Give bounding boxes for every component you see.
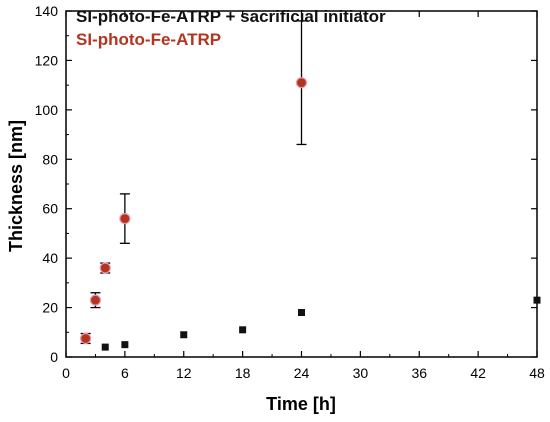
data-points: [80, 77, 541, 351]
legend-entry: SI-photo-Fe-ATRP + sacrificial initiator: [76, 7, 386, 26]
y-tick-label: 80: [42, 151, 58, 167]
x-tick-label: 36: [411, 365, 427, 381]
axis-ticks: 0 6 12 18 24 30 36 42 48 0 20 40 60 80 100 120 140: [35, 3, 545, 381]
y-tick-label: 40: [42, 250, 58, 266]
data-point-circle: [119, 213, 131, 225]
data-point-square: [180, 331, 188, 339]
data-point-square: [298, 309, 305, 317]
data-point-square: [121, 341, 129, 349]
data-point-circle: [295, 77, 308, 89]
x-tick-label: 6: [121, 365, 129, 381]
data-point-circle: [99, 262, 111, 274]
y-tick-label: 20: [42, 300, 58, 316]
y-tick-label: 100: [35, 102, 59, 118]
error-bars: [80, 20, 307, 345]
data-point-square: [533, 296, 541, 304]
y-tick-label: 0: [50, 349, 58, 365]
x-tick-label: 42: [470, 365, 486, 381]
x-tick-label: 18: [235, 365, 251, 381]
x-tick-label: 30: [353, 365, 369, 381]
x-tick-label: 12: [176, 365, 192, 381]
y-axis-label: Thickness [nm]: [6, 120, 26, 252]
x-tick-label: 0: [62, 365, 70, 381]
legend: SI-photo-Fe-ATRP + sacrificial initiator…: [76, 7, 386, 49]
legend-entry: SI-photo-Fe-ATRP: [76, 30, 221, 49]
data-point-square: [101, 343, 109, 351]
data-point-circle: [89, 294, 102, 306]
x-tick-label: 24: [294, 365, 310, 381]
x-tick-label: 48: [529, 365, 545, 381]
data-point-square: [239, 326, 247, 334]
y-tick-label: 120: [35, 52, 59, 68]
y-tick-label: 140: [35, 3, 59, 19]
y-tick-label: 60: [42, 201, 58, 217]
x-axis-label: Time [h]: [266, 394, 336, 414]
data-point-circle: [80, 332, 92, 345]
